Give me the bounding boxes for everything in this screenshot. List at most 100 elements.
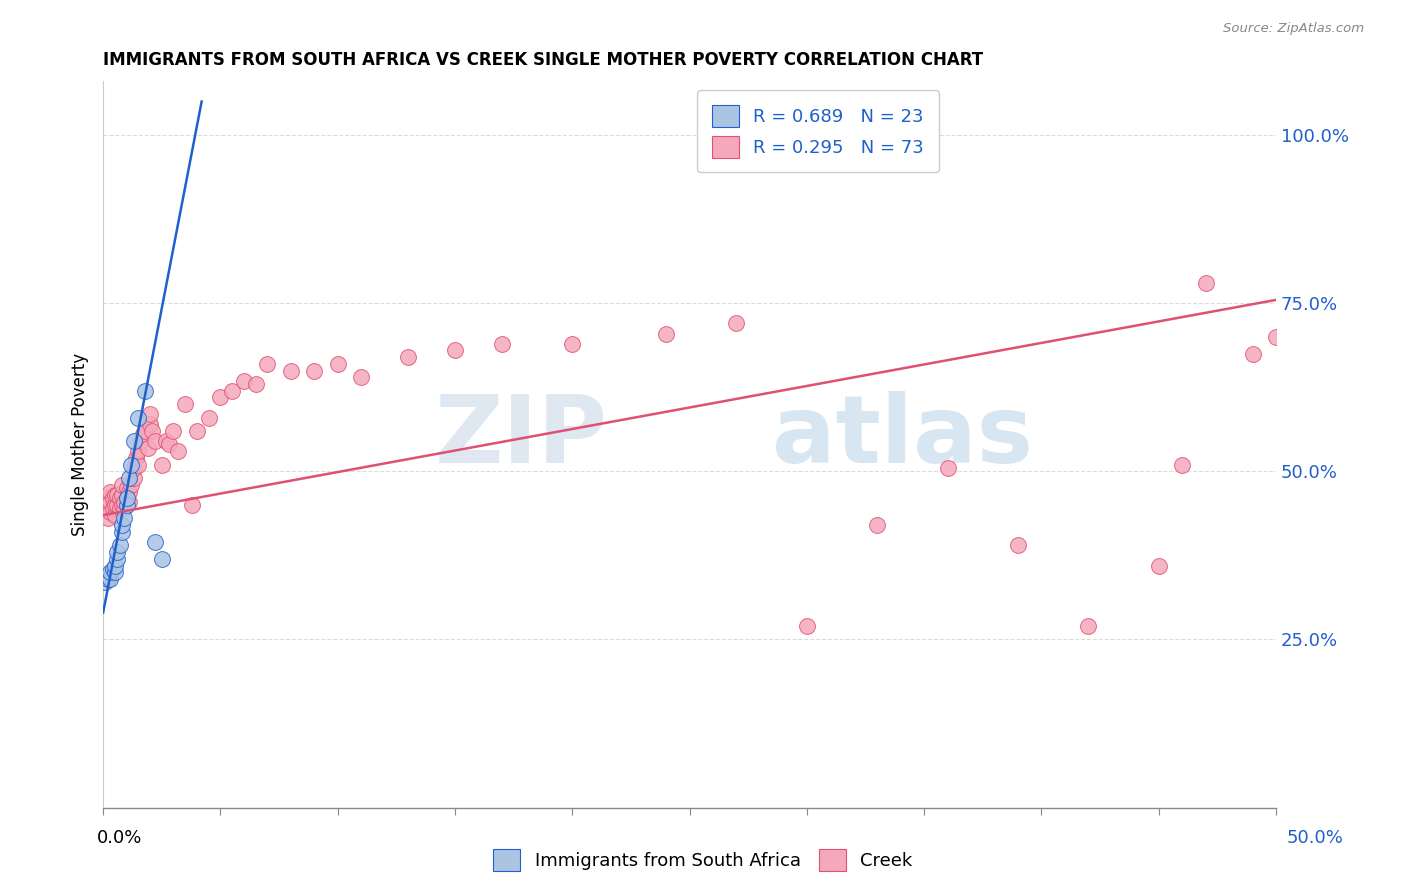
Point bbox=[725, 317, 748, 331]
Point bbox=[101, 491, 124, 506]
Point bbox=[186, 424, 208, 438]
Point bbox=[127, 410, 149, 425]
Point bbox=[209, 391, 232, 405]
Point bbox=[162, 424, 184, 438]
Point bbox=[122, 461, 145, 475]
Point bbox=[155, 434, 177, 449]
Point bbox=[98, 484, 121, 499]
Point bbox=[111, 518, 134, 533]
Point bbox=[280, 363, 302, 377]
Point bbox=[491, 336, 513, 351]
Point bbox=[127, 458, 149, 472]
Point bbox=[104, 508, 127, 522]
Point bbox=[104, 558, 127, 573]
Point bbox=[101, 501, 124, 516]
Point bbox=[796, 619, 818, 633]
Text: Source: ZipAtlas.com: Source: ZipAtlas.com bbox=[1223, 22, 1364, 36]
Point bbox=[97, 572, 120, 586]
Point bbox=[181, 498, 204, 512]
Point bbox=[866, 518, 889, 533]
Point bbox=[136, 441, 159, 455]
Point bbox=[396, 350, 419, 364]
Point bbox=[150, 551, 173, 566]
Point bbox=[326, 357, 349, 371]
Point bbox=[104, 488, 127, 502]
Point bbox=[1147, 558, 1170, 573]
Point bbox=[108, 501, 131, 516]
Point bbox=[197, 410, 219, 425]
Text: IMMIGRANTS FROM SOUTH AFRICA VS CREEK SINGLE MOTHER POVERTY CORRELATION CHART: IMMIGRANTS FROM SOUTH AFRICA VS CREEK SI… bbox=[103, 51, 983, 69]
Point bbox=[245, 376, 267, 391]
Point bbox=[139, 417, 162, 432]
Point bbox=[1194, 276, 1216, 290]
Text: atlas: atlas bbox=[772, 392, 1032, 483]
Point bbox=[256, 357, 278, 371]
Point bbox=[134, 384, 156, 398]
Point bbox=[112, 501, 135, 516]
Point bbox=[105, 488, 128, 502]
Point bbox=[150, 458, 173, 472]
Point bbox=[132, 427, 155, 442]
Point bbox=[97, 568, 120, 582]
Point bbox=[118, 484, 141, 499]
Point bbox=[94, 501, 117, 516]
Point bbox=[111, 478, 134, 492]
Point bbox=[157, 437, 180, 451]
Point bbox=[134, 424, 156, 438]
Point bbox=[111, 524, 134, 539]
Point bbox=[105, 545, 128, 559]
Point bbox=[108, 491, 131, 506]
Point bbox=[127, 444, 149, 458]
Point bbox=[129, 434, 152, 449]
Point bbox=[167, 444, 190, 458]
Point bbox=[111, 488, 134, 502]
Point bbox=[1077, 619, 1099, 633]
Point bbox=[143, 535, 166, 549]
Point bbox=[98, 494, 121, 508]
Point bbox=[94, 491, 117, 506]
Y-axis label: Single Mother Poverty: Single Mother Poverty bbox=[72, 353, 89, 536]
Point bbox=[444, 343, 467, 358]
Point bbox=[97, 511, 120, 525]
Point bbox=[350, 370, 373, 384]
Point bbox=[122, 471, 145, 485]
Point bbox=[1007, 538, 1029, 552]
Point bbox=[232, 374, 254, 388]
Point bbox=[120, 478, 142, 492]
Point bbox=[174, 397, 197, 411]
Point bbox=[1241, 347, 1264, 361]
Point bbox=[98, 572, 121, 586]
Point bbox=[104, 566, 127, 580]
Point bbox=[98, 566, 121, 580]
Point bbox=[115, 498, 138, 512]
Point bbox=[655, 326, 678, 341]
Text: 0.0%: 0.0% bbox=[97, 829, 142, 847]
Point bbox=[1171, 458, 1194, 472]
Point bbox=[125, 450, 148, 465]
Point bbox=[105, 551, 128, 566]
Point bbox=[936, 461, 959, 475]
Point bbox=[118, 471, 141, 485]
Point bbox=[111, 498, 134, 512]
Point bbox=[143, 434, 166, 449]
Point bbox=[115, 491, 138, 506]
Legend: Immigrants from South Africa, Creek: Immigrants from South Africa, Creek bbox=[486, 842, 920, 879]
Point bbox=[120, 458, 142, 472]
Point bbox=[118, 494, 141, 508]
Legend: R = 0.689   N = 23, R = 0.295   N = 73: R = 0.689 N = 23, R = 0.295 N = 73 bbox=[697, 90, 939, 172]
Point bbox=[112, 511, 135, 525]
Point bbox=[139, 407, 162, 421]
Point bbox=[101, 562, 124, 576]
Point bbox=[108, 538, 131, 552]
Point bbox=[115, 491, 138, 506]
Point bbox=[94, 575, 117, 590]
Point bbox=[561, 336, 583, 351]
Point bbox=[141, 424, 163, 438]
Text: 50.0%: 50.0% bbox=[1286, 829, 1343, 847]
Point bbox=[221, 384, 243, 398]
Point bbox=[1265, 330, 1288, 344]
Point bbox=[104, 498, 127, 512]
Point bbox=[97, 498, 120, 512]
Point bbox=[115, 481, 138, 495]
Point bbox=[122, 434, 145, 449]
